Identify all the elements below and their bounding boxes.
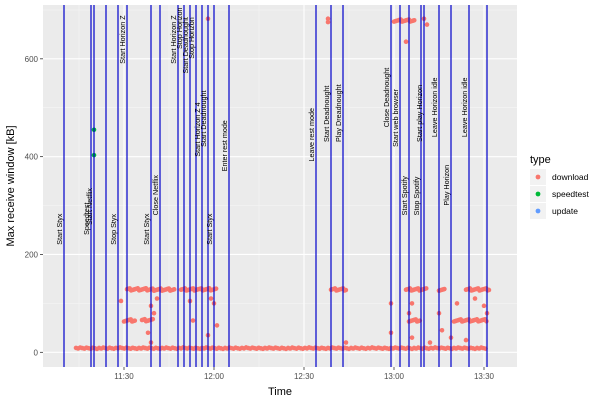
x-axis-title: Time xyxy=(268,386,292,398)
legend-dot xyxy=(535,174,541,180)
event-label: Start Deadnought xyxy=(181,17,190,73)
event-label: Leave rest mode xyxy=(307,108,316,162)
y-tick-label: 0 xyxy=(34,348,39,357)
download-point xyxy=(409,335,415,340)
y-axis-title: Max receive window [kB] xyxy=(5,125,17,246)
download-point xyxy=(424,22,430,27)
x-axis: 11:30 12:00 12:30 13:00 13:30 xyxy=(114,367,495,381)
download-point xyxy=(325,19,331,25)
event-label: Start Deadnought xyxy=(322,86,331,142)
y-tick-label: 600 xyxy=(25,55,39,64)
event-label: Start Deadnought xyxy=(199,91,208,147)
download-point xyxy=(190,318,196,323)
download-point xyxy=(132,318,138,323)
event-label: Start web browser xyxy=(391,88,400,147)
legend-dot xyxy=(535,208,541,214)
download-point xyxy=(171,287,177,292)
download-point xyxy=(472,296,478,301)
download-point xyxy=(343,287,349,293)
y-axis: 0 200 400 600 xyxy=(25,55,43,357)
event-label: Start Styx xyxy=(205,213,214,245)
download-point xyxy=(409,301,415,306)
download-point xyxy=(442,286,447,292)
event-label: Enter rest mode xyxy=(220,120,229,171)
event-label: Stop Horizon xyxy=(175,7,184,49)
event-lines xyxy=(63,5,488,367)
event-label: Start Netflix xyxy=(85,188,94,226)
event-label: Start Horizon Z xyxy=(118,15,127,64)
download-point xyxy=(481,303,487,309)
event-label: Start Horizon Z 4 xyxy=(193,102,202,156)
legend-label: download xyxy=(552,172,589,182)
legend-title: type xyxy=(530,154,551,166)
download-point xyxy=(423,286,429,291)
y-tick-label: 400 xyxy=(25,153,39,162)
download-point xyxy=(411,17,417,23)
download-point xyxy=(213,286,219,291)
download-point xyxy=(325,16,331,21)
download-point xyxy=(118,298,124,304)
download-point xyxy=(343,340,349,345)
event-label: Leave Horizon idle xyxy=(460,78,469,138)
download-point xyxy=(403,39,409,44)
x-tick-label: 13:30 xyxy=(474,372,495,381)
x-tick-label: 12:30 xyxy=(294,372,315,381)
event-label: Play Horizon xyxy=(442,165,451,206)
event-label: Leave Horizon idle xyxy=(430,78,439,138)
legend-dot xyxy=(535,191,541,197)
download-point xyxy=(427,340,433,345)
event-label: Play Dreadnought xyxy=(334,84,343,142)
event-label: Stop Horizon xyxy=(187,17,196,59)
download-point xyxy=(214,323,220,328)
download-point xyxy=(439,328,445,333)
x-tick-label: 11:30 xyxy=(114,372,134,381)
download-point xyxy=(145,330,151,336)
download-point xyxy=(154,296,160,301)
download-point xyxy=(208,296,214,301)
panel-background xyxy=(43,5,517,367)
legend-label: update xyxy=(552,206,578,216)
event-label: Start Spotify xyxy=(400,176,409,216)
legend-label: speedtest xyxy=(552,189,589,199)
event-label: Speedtest xyxy=(82,203,91,235)
event-label: Stop Spotify xyxy=(412,176,421,215)
event-label: Start Styx xyxy=(55,213,64,245)
download-point xyxy=(151,310,157,316)
download-point xyxy=(486,287,492,293)
x-tick-label: 12:00 xyxy=(204,372,225,381)
event-label: Close Netflix xyxy=(151,175,160,216)
event-label: Start Styx xyxy=(142,213,151,245)
event-label: Close Deadnought xyxy=(382,68,391,128)
event-label: Start play Horizon xyxy=(415,85,424,142)
event-label: Start Horizon Z xyxy=(169,15,178,64)
x-tick-label: 13:00 xyxy=(384,372,405,381)
y-tick-label: 200 xyxy=(25,250,39,259)
download-point xyxy=(463,337,469,343)
event-label: Stop Styx xyxy=(109,214,118,245)
legend: type download speedtest update xyxy=(530,154,589,219)
download-point xyxy=(150,316,156,322)
download-point xyxy=(454,301,460,306)
